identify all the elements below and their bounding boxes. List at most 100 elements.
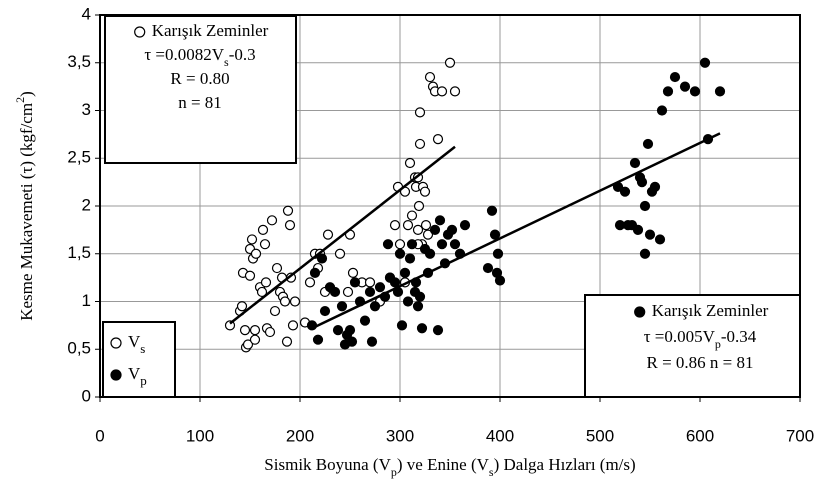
x-tick-label: 500: [586, 426, 614, 445]
point: [489, 229, 501, 240]
x-tick-label: 100: [186, 426, 214, 445]
text-part: -0.3: [229, 45, 256, 64]
point: [287, 320, 299, 331]
point: [242, 339, 254, 350]
point: [649, 181, 661, 192]
text-part: Karışık Zeminler: [652, 301, 769, 320]
text-part: τ =0.0082V: [144, 45, 224, 64]
point: [406, 210, 418, 221]
point: [436, 86, 448, 97]
legend-marker: [110, 337, 122, 349]
point: [304, 277, 316, 288]
point: [260, 277, 272, 288]
text-part: ) ve Enine (V: [397, 455, 490, 474]
text-part: R = 0.80: [170, 69, 229, 88]
point: [346, 336, 358, 347]
point: [639, 200, 651, 212]
y-tick-label: 0,5: [67, 339, 91, 358]
point: [459, 220, 471, 231]
point: [414, 107, 426, 118]
point: [436, 239, 448, 250]
y-tick-label: 3,5: [67, 52, 91, 71]
x-tick-label: 300: [386, 426, 414, 445]
point: [639, 248, 651, 259]
legend-label: Vp: [128, 364, 147, 389]
point: [282, 205, 294, 216]
point: [416, 323, 428, 334]
point: [636, 177, 648, 188]
point: [394, 239, 406, 250]
text-part: 2: [13, 97, 27, 103]
point: [359, 315, 371, 326]
point: [246, 234, 258, 245]
annotation-box: [104, 15, 297, 164]
fit-line: [309, 132, 721, 331]
point: [424, 248, 436, 259]
point: [434, 215, 446, 226]
y-tick-label: 1,5: [67, 243, 91, 262]
point: [399, 267, 411, 278]
point: [336, 301, 348, 312]
point: [412, 224, 424, 235]
point: [656, 105, 668, 116]
annotation-box: [584, 294, 801, 398]
point: [364, 286, 376, 298]
point: [699, 57, 711, 68]
point: [332, 325, 344, 336]
legend-label: Vs: [128, 332, 145, 357]
annotation-text: τ =0.0082Vs-0.3: [144, 45, 255, 69]
annotation-marker: [134, 26, 146, 38]
point: [239, 325, 251, 336]
point: [432, 134, 444, 145]
legend-box: [102, 321, 176, 398]
point: [414, 291, 426, 302]
point: [344, 325, 356, 336]
point: [342, 286, 354, 298]
point: [389, 220, 401, 231]
point: [429, 224, 441, 235]
text-part: Kesme Mukavemeti (τ) (kgf/cm: [17, 103, 36, 321]
point: [349, 277, 361, 288]
point: [249, 334, 261, 345]
point: [482, 262, 494, 274]
point: [244, 270, 256, 281]
point: [266, 215, 278, 226]
point: [309, 267, 321, 278]
plot-border: [99, 14, 801, 398]
point: [446, 224, 458, 235]
x-tick-label: 600: [686, 426, 714, 445]
y-tick-label: 2: [82, 195, 91, 214]
point: [366, 336, 378, 347]
point: [250, 248, 262, 259]
point: [404, 157, 416, 169]
point: [486, 205, 498, 216]
x-tick-label: 0: [95, 426, 104, 445]
x-axis-title: Sismik Boyuna (Vp) ve Enine (Vs) Dalga H…: [264, 455, 635, 479]
point: [632, 224, 644, 235]
point: [449, 239, 461, 250]
point: [420, 220, 432, 231]
point: [394, 248, 406, 259]
point: [236, 301, 248, 312]
point: [432, 325, 444, 336]
annotation-marker: [634, 306, 646, 318]
point: [492, 248, 504, 259]
point: [414, 138, 426, 150]
annotation-text: R = 0.80: [170, 69, 229, 88]
point: [271, 262, 283, 274]
point: [494, 275, 506, 286]
point: [669, 71, 681, 83]
point: [249, 325, 261, 336]
text-part: Sismik Boyuna (V: [264, 455, 391, 474]
annotation-text: τ =0.005Vp-0.34: [644, 327, 757, 351]
point: [662, 86, 674, 97]
point: [396, 320, 408, 331]
point: [642, 138, 654, 150]
y-tick-label: 3: [82, 100, 91, 119]
point: [419, 186, 431, 197]
text-part: R = 0.86 n = 81: [646, 353, 753, 372]
point: [644, 229, 656, 240]
text-part: ) Dalga Hızları (m/s): [494, 455, 636, 474]
text-part: s: [489, 465, 494, 479]
